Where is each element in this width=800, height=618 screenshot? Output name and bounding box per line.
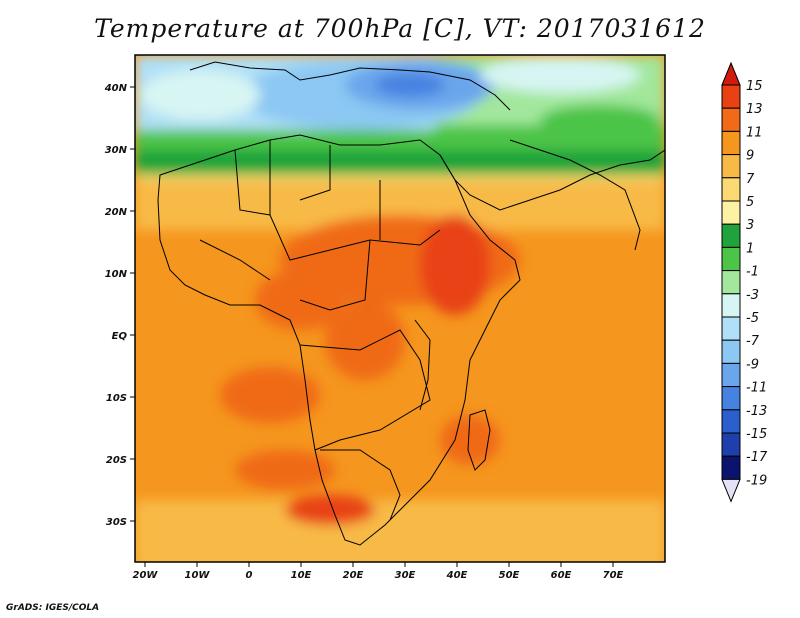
lon-tick-label: 40E — [446, 570, 468, 581]
lat-tick-label: 30S — [106, 517, 127, 528]
lon-tick-label: 10W — [185, 570, 211, 581]
lat-tick-label: EQ — [112, 331, 128, 342]
colorbar-label: 1 — [746, 241, 754, 256]
lat-tick-label: 10N — [105, 269, 128, 280]
credit-text: GrADS: IGES/COLA — [6, 603, 100, 613]
colorbar-segment — [721, 386, 741, 411]
coastlines — [157, 61, 665, 546]
lat-tick-label: 20S — [106, 455, 127, 466]
lon-tick-label: 0 — [246, 570, 253, 581]
lon-tick-label: 30E — [395, 570, 416, 581]
lon-tick-label: 50E — [499, 570, 520, 581]
colorbar-segment — [721, 130, 741, 156]
lat-tick-label: 20N — [105, 207, 128, 218]
colorbar-segment — [721, 455, 741, 480]
lon-tick-label: 20E — [343, 570, 364, 581]
colorbar-label: -3 — [746, 288, 759, 303]
colorbar-label: -1 — [746, 265, 759, 280]
colorbar-segment — [721, 339, 741, 364]
colorbar-label: 7 — [746, 172, 755, 187]
colorbar-segment — [721, 316, 741, 341]
colorbar-label: -7 — [746, 334, 760, 349]
colorbar-label: -17 — [746, 450, 768, 465]
lat-tick-label: 40N — [104, 83, 128, 94]
colorbar-label: 5 — [746, 195, 754, 210]
temperature-field — [135, 55, 665, 562]
colorbar-top-arrow — [721, 61, 741, 86]
colorbar-label: 13 — [746, 102, 763, 117]
colorbar-segment — [721, 84, 741, 109]
latitude-axis: 40N 30N 20N 10N EQ 10S 20S 30S — [104, 83, 135, 528]
lon-tick-label: 60E — [551, 570, 572, 581]
colorbar-label: -13 — [746, 404, 767, 419]
colorbar-segment — [721, 200, 741, 225]
lon-tick-label: 70E — [603, 570, 624, 581]
lat-tick-label: 10S — [106, 393, 127, 404]
lon-tick-label: 10E — [291, 570, 312, 581]
colorbar-label: -11 — [746, 381, 767, 396]
colorbar-segment — [721, 409, 741, 434]
lon-tick-label: 20W — [133, 570, 159, 581]
colorbar-segment — [721, 432, 741, 457]
colorbar-segment — [721, 246, 741, 272]
colorbar-label: -9 — [746, 357, 759, 372]
colorbar-label: 3 — [746, 218, 754, 233]
colorbar-label: -19 — [746, 473, 767, 488]
plot-frame — [134, 54, 666, 563]
colorbar-segment — [721, 154, 741, 179]
colorbar-label: 11 — [746, 125, 763, 140]
colorbar-label: 9 — [746, 149, 754, 164]
colorbar-segment — [721, 293, 741, 318]
colorbar-segment — [721, 177, 741, 202]
colorbar-segment — [721, 107, 741, 132]
colorbar-segment — [721, 223, 741, 248]
colorbar-label: 15 — [746, 79, 763, 94]
longitude-axis: 20W 10W 0 10E 20E 30E 40E 50E 60E 70E — [133, 562, 624, 581]
colorbar: 15 13 11 9 7 5 3 1 -1 -3 -5 -7 -9 -11 -13 -15 -17 -19 — [721, 61, 768, 503]
chart-title: Temperature at 700hPa [C], VT: 201703161… — [94, 14, 706, 43]
lat-tick-label: 30N — [105, 145, 128, 156]
colorbar-segment — [721, 270, 741, 295]
colorbar-label: -5 — [746, 311, 759, 326]
colorbar-bottom-arrow — [721, 478, 741, 503]
colorbar-segment — [721, 362, 741, 388]
colorbar-label: -15 — [746, 427, 767, 442]
